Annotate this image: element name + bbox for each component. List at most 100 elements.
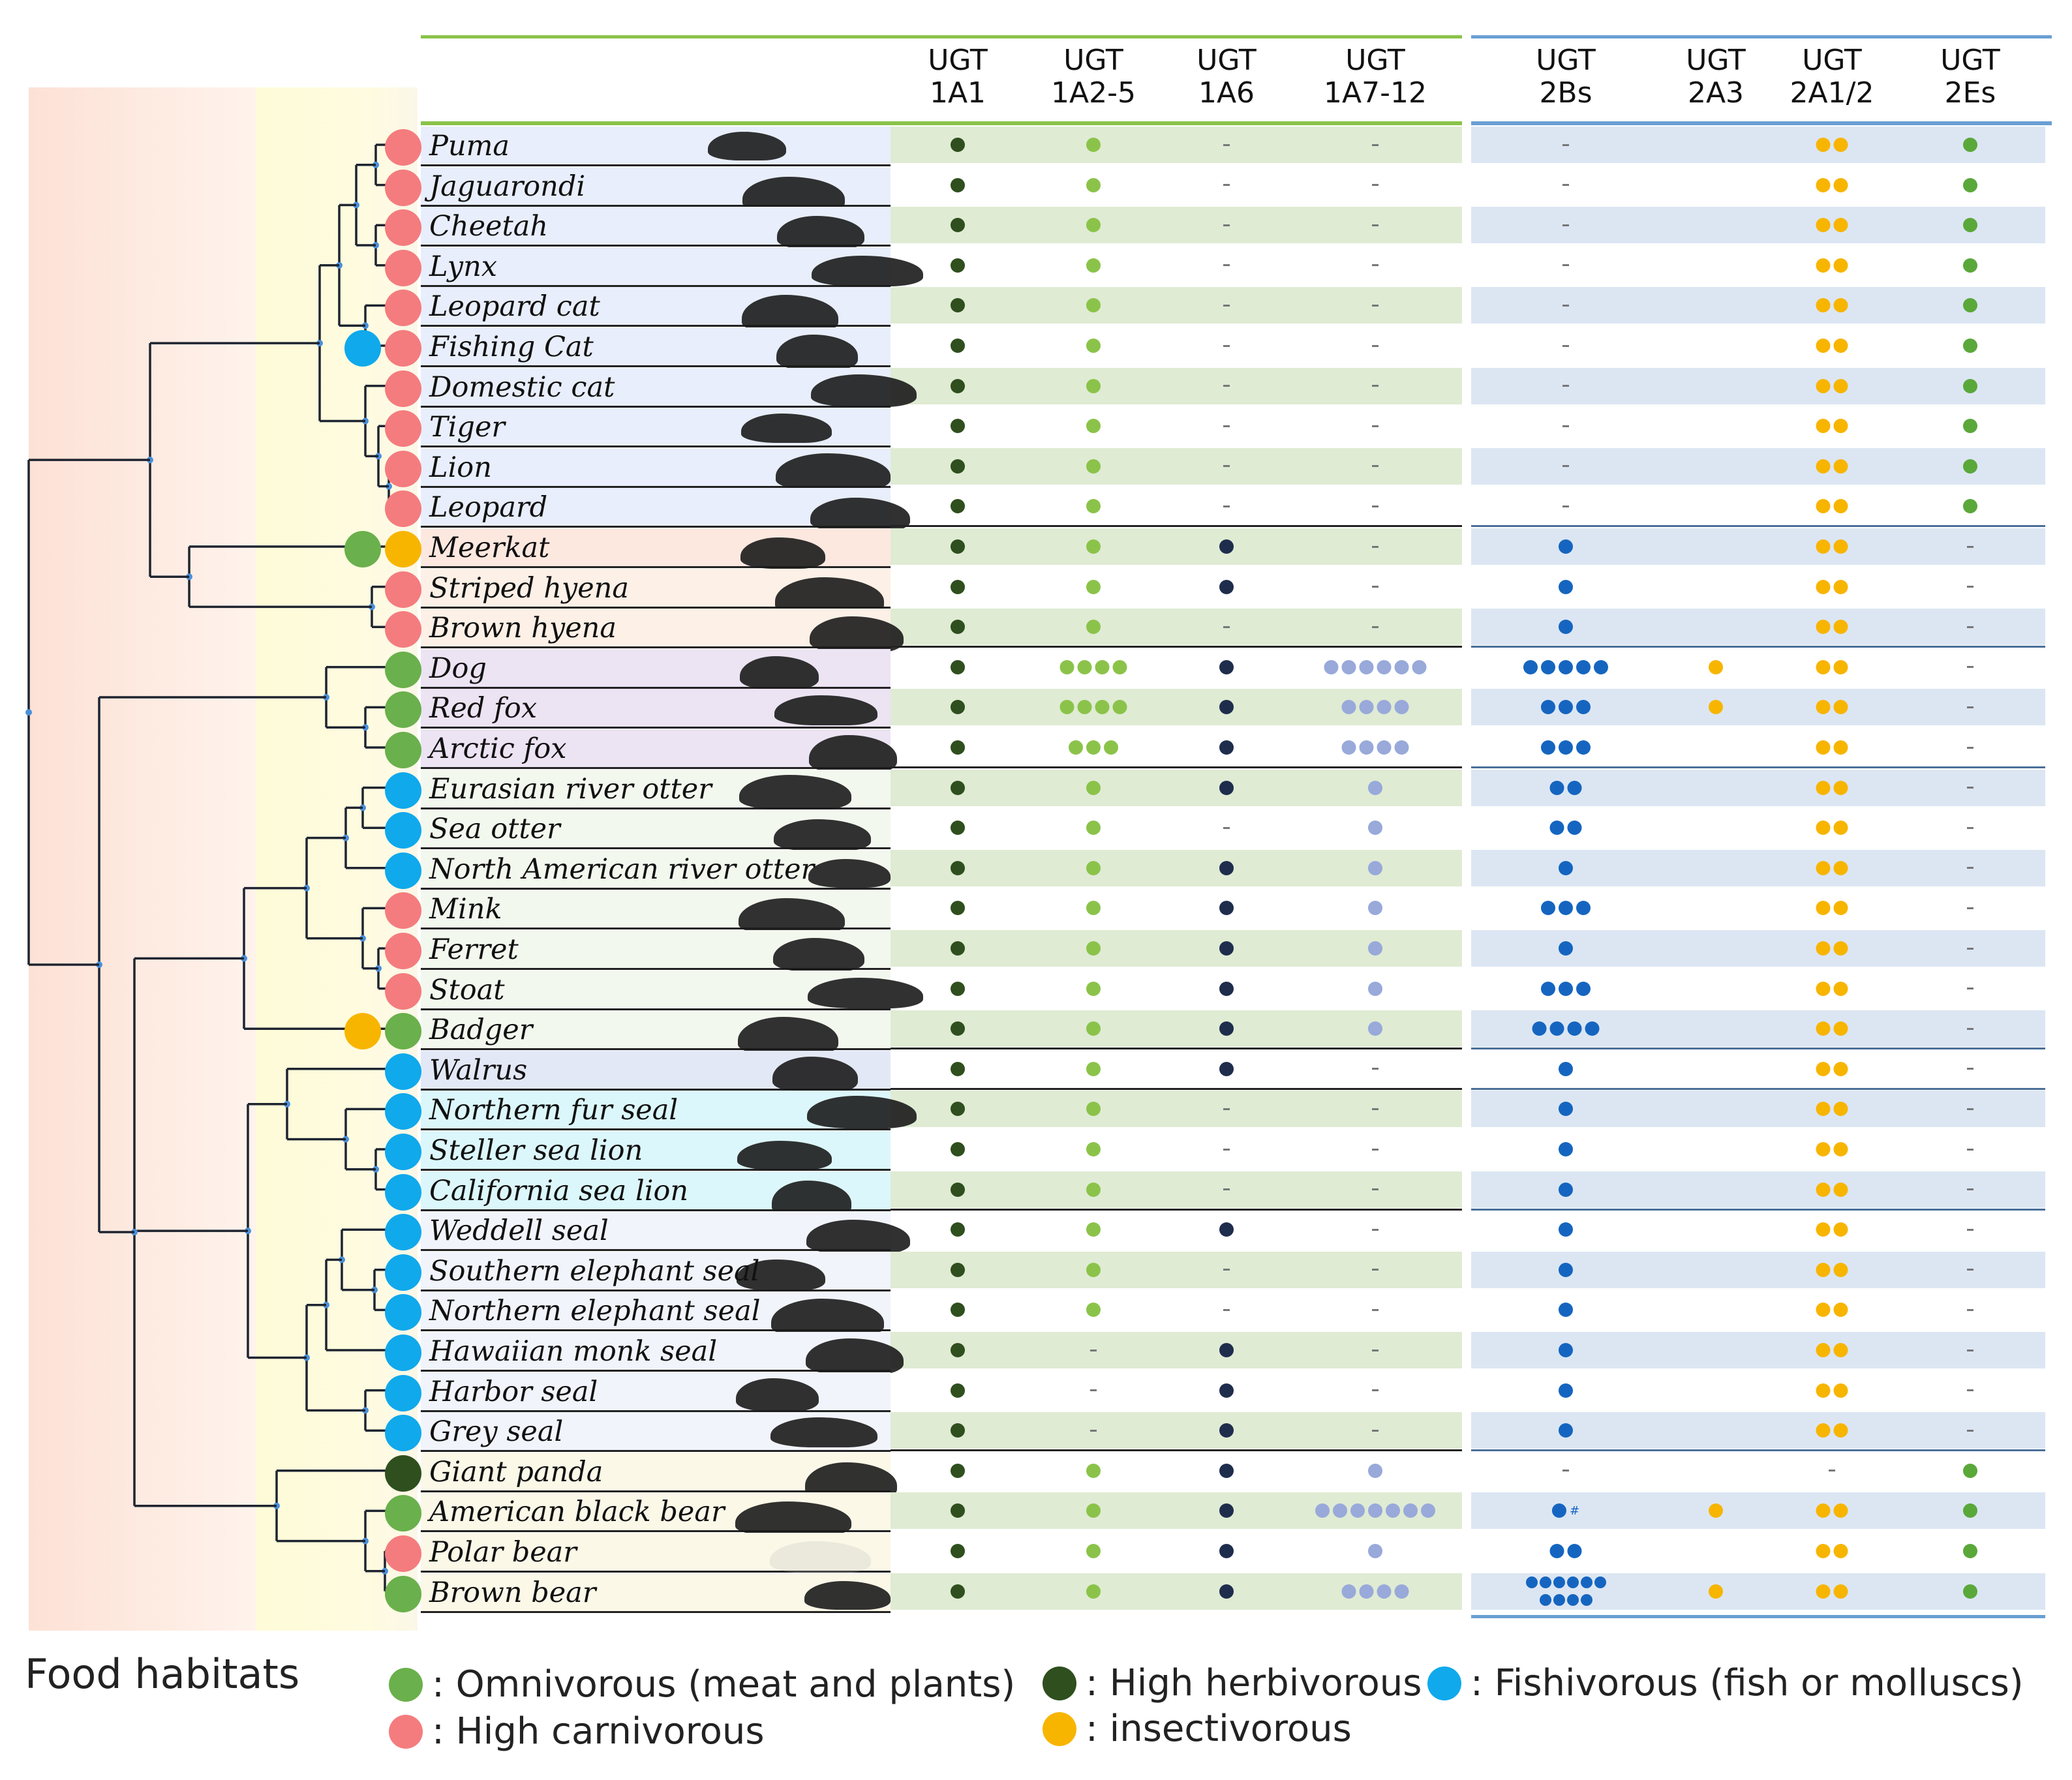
gene-copy-dot — [1541, 740, 1555, 755]
gene-copy-dot — [1086, 459, 1101, 474]
gene-copy-dot — [1086, 1021, 1101, 1036]
gene-copy-dot — [951, 579, 965, 594]
gene-copy-dot — [1368, 1463, 1382, 1478]
species-cell: Sea otter — [421, 809, 891, 852]
gene-copy-dot — [1816, 298, 1831, 313]
group-separator-2 — [1471, 525, 2045, 528]
gene-copy-dot — [1816, 339, 1831, 353]
cell-ugt1a25 — [1069, 738, 1118, 757]
absent-mark — [1223, 1108, 1230, 1110]
weddell-seal-silhouette — [806, 1220, 910, 1255]
absent-mark — [1223, 1308, 1230, 1311]
gene-copy-dot — [1403, 1503, 1418, 1518]
cell-ugt2bs — [1559, 1181, 1573, 1199]
gene-copy-dot — [951, 620, 965, 635]
absent-mark — [1223, 1269, 1230, 1271]
cell-ugt2a12 — [1816, 1301, 1848, 1319]
cheetah-silhouette — [777, 216, 864, 250]
cell-ugt2a3 — [1709, 1582, 1723, 1601]
gene-copy-dot — [1559, 860, 1573, 875]
table-row: Brown hyena — [421, 609, 2052, 654]
gene-copy-dot — [1359, 659, 1374, 674]
species-cell: Polar bear — [421, 1533, 891, 1573]
gene-copy-dot — [1394, 740, 1409, 755]
cell-ugt2bs — [1523, 658, 1608, 676]
cell-ugt1a1 — [951, 176, 965, 194]
dog-silhouette — [740, 656, 819, 689]
table-row: Red fox — [421, 689, 2052, 729]
gene-copy-dot — [1833, 1303, 1848, 1318]
legend-fishivorous-label: : Fishivorous (fish or molluscs) — [1470, 1662, 2024, 1704]
carnivorous-habitat-icon — [385, 290, 421, 327]
gene-copy-dot — [1559, 740, 1573, 755]
table-row: Stoat — [421, 970, 2052, 1010]
cell-ugt1a712 — [1372, 1301, 1379, 1319]
absent-mark — [1372, 1108, 1379, 1110]
table-row: Grey seal — [421, 1412, 2052, 1453]
column-header-ugt2es: UGT 2Es — [1912, 44, 2029, 110]
ferret-silhouette — [773, 938, 864, 972]
gene-copy-dot — [1816, 1142, 1831, 1156]
cell-ugt1a6 — [1219, 1060, 1234, 1078]
cell-ugt1a1 — [951, 1019, 965, 1038]
carnivorous-habitat-icon — [385, 330, 421, 367]
row-band-1a — [891, 849, 1462, 886]
cell-ugt1a25 — [1086, 1220, 1101, 1239]
species-name: Leopard cat — [429, 290, 600, 324]
column-header-line1: UGT — [1802, 44, 1862, 77]
cell-ugt1a712 — [1372, 1220, 1379, 1239]
row-band-2 — [1471, 127, 2045, 163]
absent-mark — [1372, 586, 1379, 588]
gene-copy-dot — [1567, 821, 1582, 836]
gene-copy-dot — [1833, 700, 1848, 715]
cell-ugt1a712 — [1372, 337, 1379, 355]
cell-ugt2es — [1963, 256, 1977, 275]
eurasian-otter-silhouette — [739, 774, 851, 810]
species-name: Eurasian river otter — [429, 772, 712, 806]
cell-ugt2es — [1967, 939, 1973, 958]
cell-ugt1a712 — [1368, 1019, 1382, 1038]
cell-ugt2bs — [1541, 899, 1591, 917]
column-header-ugt2a3: UGT 2A3 — [1657, 44, 1775, 110]
absent-mark — [1967, 1068, 1973, 1070]
group-separator-1a — [891, 1048, 1462, 1050]
gene-copy-dot — [1833, 579, 1848, 594]
gene-copy-dot — [1963, 459, 1977, 474]
insectivorous-habitat-icon — [385, 531, 421, 567]
gene-copy-dot — [1559, 941, 1573, 956]
table-row: Arctic fox — [421, 729, 2052, 774]
gene-copy-dot — [1086, 901, 1101, 916]
species-cell: Walrus — [421, 1050, 891, 1093]
gene-copy-dot — [1341, 740, 1356, 755]
absent-mark — [1562, 505, 1569, 507]
gene-copy-dot — [1833, 1061, 1848, 1076]
absent-mark — [1562, 184, 1569, 187]
cell-ugt2a12 — [1816, 1100, 1848, 1118]
cell-ugt1a1 — [951, 1462, 965, 1480]
gene-copy-dot — [951, 339, 965, 353]
cell-ugt1a6 — [1219, 1381, 1234, 1400]
cell-ugt2a12 — [1816, 1140, 1848, 1158]
gene-copy-dot — [951, 901, 965, 916]
absent-mark — [1967, 1429, 1973, 1432]
cell-ugt2bs — [1559, 1421, 1573, 1440]
gene-copy-dot — [1816, 1102, 1831, 1117]
cell-ugt2es — [1967, 1100, 1973, 1118]
gene-copy-dot — [1816, 901, 1831, 916]
cell-ugt1a712 — [1372, 417, 1379, 435]
row-band-2 — [1471, 769, 2045, 806]
cell-ugt1a712 — [1324, 658, 1427, 676]
gene-copy-dot — [1086, 740, 1101, 755]
omnivorous-circle-icon — [389, 1667, 423, 1702]
insectivorous-circle-icon — [1043, 1712, 1076, 1746]
species-name: Hawaiian monk seal — [429, 1335, 718, 1368]
fishivorous-habitat-icon — [385, 1214, 421, 1251]
gene-copy-dot — [1086, 1222, 1101, 1237]
cell-ugt1a25 — [1090, 1421, 1097, 1440]
absent-mark — [1372, 344, 1379, 347]
cell-ugt2a12 — [1816, 1019, 1848, 1038]
tree-node — [25, 709, 32, 716]
cell-ugt2es — [1967, 1181, 1973, 1199]
absent-mark — [1372, 1308, 1379, 1311]
cell-ugt1a6 — [1219, 1019, 1234, 1038]
